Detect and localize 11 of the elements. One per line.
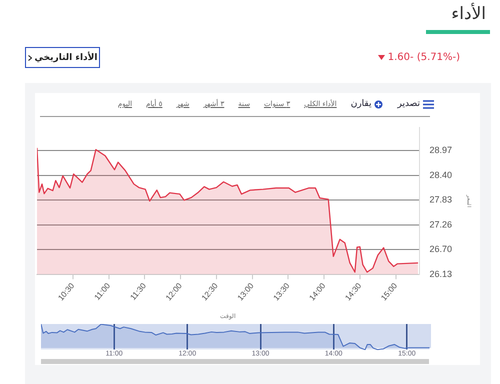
- y-tick-label: 27.83: [429, 194, 452, 205]
- chart-subtitle: 1.60- (5.71%-): [388, 52, 460, 63]
- y-tick-label: 28.97: [429, 144, 452, 155]
- text: يقارن: [350, 99, 372, 109]
- text: تصدير: [397, 99, 420, 109]
- y-tick-label: 28.40: [429, 170, 452, 180]
- y-tick-label: 27.26: [429, 220, 452, 230]
- y-tick-label: 26.13: [429, 268, 452, 279]
- y-tick-label: 26.70: [429, 244, 452, 254]
- text: الأداء التاريخي: [34, 52, 98, 62]
- text: الأداء: [451, 4, 486, 24]
